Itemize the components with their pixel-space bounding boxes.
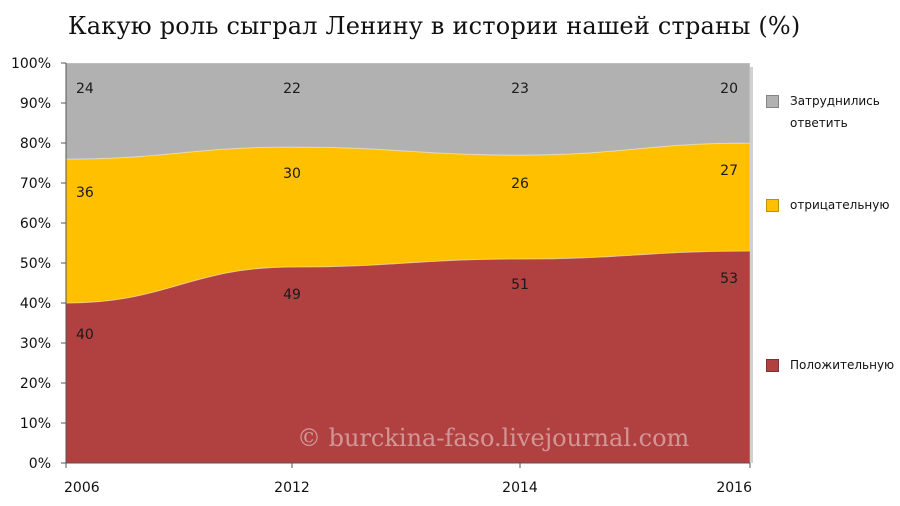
y-tick-label: 10% [20,416,51,432]
legend-label-negative: отрицательную [790,198,890,212]
y-tick-label: 20% [20,376,51,392]
label-undecided: 20 [720,81,738,97]
data-label-layer: 40 49 51 53 36 30 26 27 24 22 23 20 [76,81,738,343]
area-undecided [65,62,751,160]
label-undecided: 22 [283,81,301,97]
area-negative [65,142,751,304]
y-tick-label: 50% [20,256,51,272]
label-positive: 51 [511,277,529,293]
y-tick-label: 40% [20,296,51,312]
y-tick-label: 70% [20,176,51,192]
label-negative: 36 [76,185,94,201]
axes-layer: 0% 10% 20% 30% 40% 50% 60% 70% 80% 90% 100% 2006 201… [11,56,752,496]
y-tick-label: 100% [11,56,51,72]
x-tick-label: 2014 [502,480,538,496]
x-tick-label: 2006 [64,480,100,496]
legend-label-positive: Положительную [790,358,895,372]
label-positive: 49 [283,287,301,303]
legend-label-undecided: Затруднились ответить [790,94,880,130]
label-negative: 27 [720,163,738,179]
plot-shadow [750,67,753,463]
legend-swatch-undecided [766,95,779,108]
y-tick-label: 90% [20,96,51,112]
label-undecided: 23 [511,81,529,97]
y-tick-label: 80% [20,136,51,152]
legend-swatch-negative [766,199,779,212]
y-tick-label: 30% [20,336,51,352]
y-tick-label: 0% [29,456,51,472]
x-tick-label: 2012 [274,480,310,496]
label-positive: 40 [76,327,94,343]
x-tick-label: 2016 [716,480,752,496]
watermark: © burckina-faso.livejournal.com [297,424,690,452]
label-negative: 26 [511,176,529,192]
chart-title: Какую роль сыграл Ленину в истории нашей… [68,12,801,40]
y-tick-label: 60% [20,216,51,232]
legend-swatch-positive [766,359,779,372]
label-undecided: 24 [76,81,94,97]
label-negative: 30 [283,166,301,182]
label-positive: 53 [720,271,738,287]
area-layer [65,62,753,464]
